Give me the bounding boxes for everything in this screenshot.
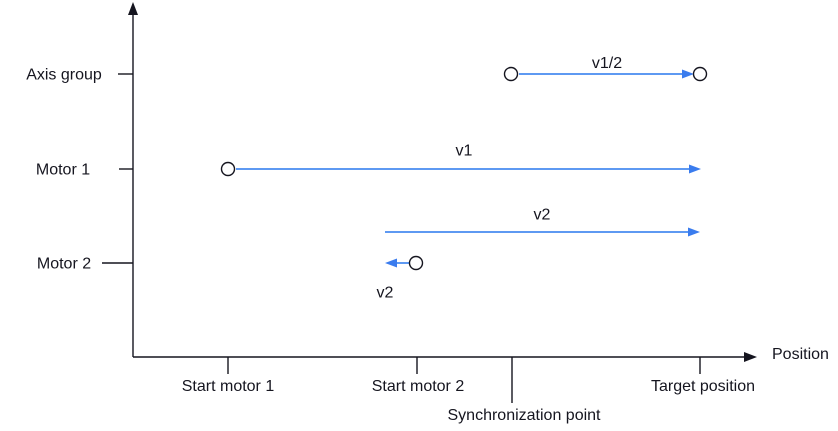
velocity-labels: v1/2 v1 v2 v2 [377, 55, 623, 302]
axis-arrowheads [128, 2, 757, 362]
y-axis-labels: Axis group Motor 1 Motor 2 [26, 67, 102, 273]
x-label-start-motor-2: Start motor 2 [372, 378, 465, 395]
velocity-arrowheads [385, 69, 701, 268]
position-markers [220, 66, 708, 271]
motor2-start-marker [408, 255, 424, 271]
x-label-target-position: Target position [651, 378, 755, 395]
velocity-arrow-lines [236, 73, 691, 264]
y-label-motor-1: Motor 1 [36, 162, 90, 179]
velocity-label-axis-group: v1/2 [592, 55, 622, 72]
y-label-motor-2: Motor 2 [37, 256, 91, 273]
axis-group-target-marker [692, 66, 708, 82]
velocity-label-motor2-forward: v2 [534, 207, 551, 224]
motor2-reverse-arrowhead-icon [385, 258, 397, 268]
velocity-label-motor1: v1 [456, 143, 473, 160]
x-axis-title: Position [772, 346, 829, 363]
x-label-synchronization-point: Synchronization point [448, 407, 602, 424]
x-axis-labels: Start motor 1 Start motor 2 Synchronizat… [182, 346, 829, 424]
motor1-start-marker [220, 161, 236, 177]
axis-group-start-marker [503, 66, 519, 82]
motor2-forward-arrowhead-icon [688, 227, 700, 237]
axes [102, 13, 746, 403]
x-axis-arrowhead-icon [744, 352, 757, 362]
y-label-axis-group: Axis group [26, 67, 102, 84]
x-label-start-motor-1: Start motor 1 [182, 378, 275, 395]
motor1-arrowhead-icon [689, 164, 701, 174]
velocity-label-motor2-reverse: v2 [377, 285, 394, 302]
axis-group-arrowhead-icon [682, 69, 694, 79]
y-axis-arrowhead-icon [128, 2, 138, 15]
